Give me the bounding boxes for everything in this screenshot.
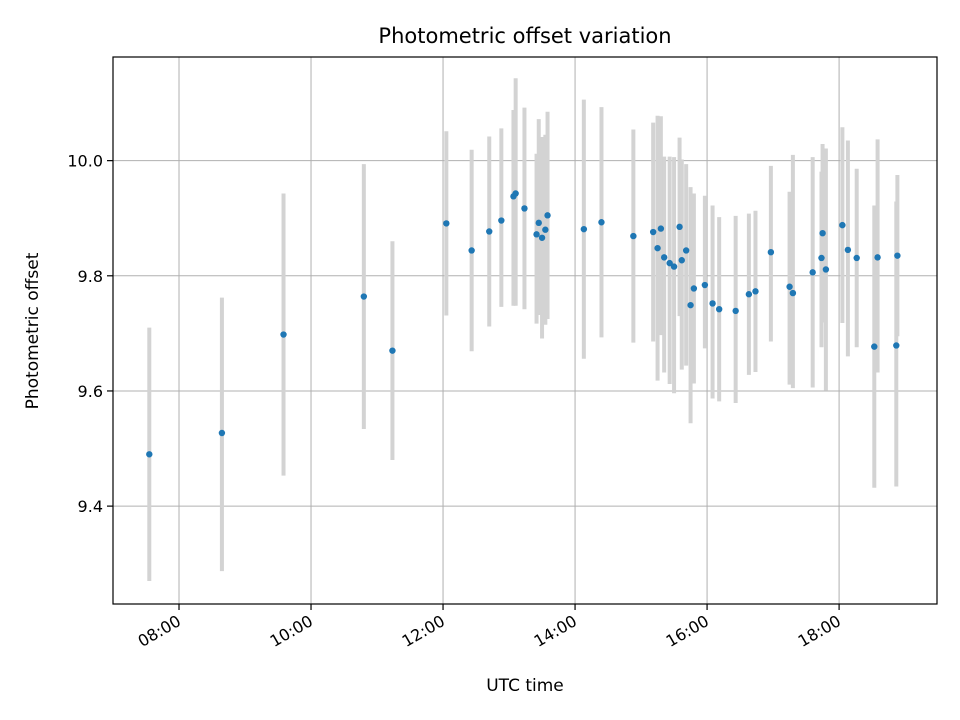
data-point	[538, 234, 546, 241]
data-point	[682, 247, 690, 254]
plot-frame	[112, 56, 938, 605]
data-point	[752, 288, 759, 295]
data-point	[657, 225, 665, 232]
chart-title: Photometric offset variation	[378, 24, 671, 48]
data-point	[687, 301, 694, 309]
data-point	[853, 254, 860, 262]
data-point	[678, 257, 685, 264]
y-tick-label: 10.0	[67, 152, 103, 171]
data-point	[580, 225, 588, 233]
data-point	[786, 283, 793, 290]
data-point	[670, 263, 678, 270]
y-tick-label: 9.6	[78, 382, 103, 401]
data-point	[871, 343, 878, 350]
data-point	[468, 247, 475, 254]
y-axis-ticks: 9.4 9.6 9.8 10.0	[67, 152, 113, 516]
data-point	[535, 219, 542, 227]
data-point	[676, 223, 683, 231]
data-point	[649, 228, 657, 236]
data-point	[894, 252, 901, 259]
data-point	[839, 221, 846, 229]
data-point	[819, 229, 826, 237]
y-tick-label: 9.8	[78, 267, 103, 286]
data-point	[521, 205, 528, 212]
data-point	[498, 217, 505, 224]
data-point	[360, 293, 368, 300]
data-point	[701, 281, 709, 289]
data-point	[630, 232, 637, 240]
data-point	[544, 212, 551, 219]
y-tick-label: 9.4	[78, 497, 103, 516]
data-point	[818, 254, 825, 262]
data-point	[542, 226, 549, 233]
data-point	[822, 266, 830, 273]
data-point	[512, 190, 519, 197]
data-points	[146, 190, 901, 458]
data-point	[844, 246, 852, 254]
data-point	[893, 342, 900, 349]
data-point	[690, 285, 698, 292]
data-point	[486, 228, 493, 235]
data-point	[146, 451, 153, 458]
x-axis-label: UTC time	[486, 676, 564, 696]
data-point	[745, 291, 753, 298]
data-point	[389, 347, 396, 354]
data-point	[280, 331, 287, 338]
data-point	[732, 307, 739, 315]
data-point	[443, 220, 450, 227]
data-point	[660, 254, 668, 261]
data-point	[654, 244, 661, 252]
data-point	[715, 305, 723, 313]
data-point	[789, 289, 797, 297]
data-point	[809, 269, 816, 276]
data-point	[218, 429, 226, 437]
data-point	[598, 219, 605, 226]
data-point	[666, 259, 673, 267]
data-point	[767, 248, 775, 256]
data-point	[874, 254, 881, 261]
data-point	[709, 300, 716, 307]
data-point	[533, 231, 540, 238]
y-axis-label: Photometric offset	[23, 252, 43, 409]
